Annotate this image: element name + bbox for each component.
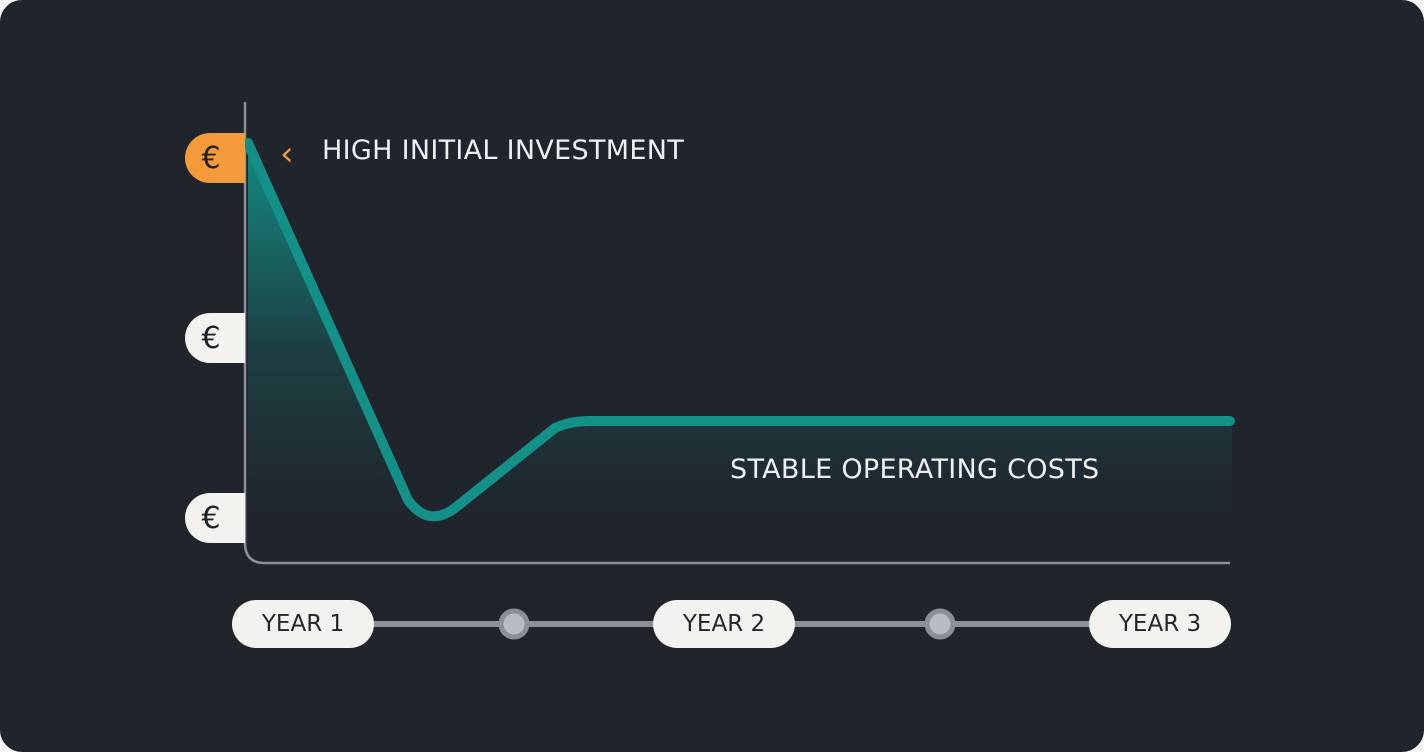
cost-line: [243, 138, 1235, 522]
euro-marker-high: €: [185, 133, 245, 183]
timeline-dot: [924, 608, 956, 640]
year-2-pill: YEAR 2: [653, 600, 795, 648]
chevron-left-icon: ‹: [280, 134, 294, 174]
timeline-dot: [498, 608, 530, 640]
year-3-pill: YEAR 3: [1089, 600, 1231, 648]
euro-marker-mid: €: [185, 313, 245, 363]
stable-costs-label: STABLE OPERATING COSTS: [730, 454, 1100, 485]
year-1-pill: YEAR 1: [232, 600, 374, 648]
high-investment-label: HIGH INITIAL INVESTMENT: [322, 135, 685, 166]
euro-marker-low: €: [185, 493, 245, 543]
axes: [243, 102, 1230, 565]
